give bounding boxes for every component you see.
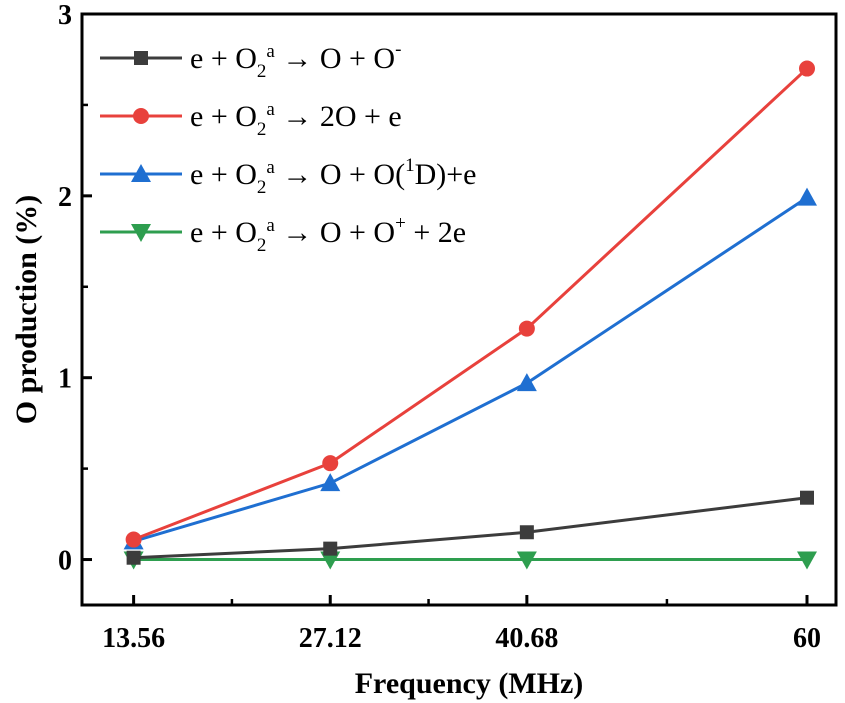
data-point — [125, 531, 142, 548]
x-tick-label: 13.56 — [102, 623, 165, 654]
legend-label: e + O2a → O + O(1D)+e — [190, 155, 476, 198]
y-tick-label: 2 — [58, 182, 72, 213]
y-tick-label: 1 — [58, 364, 72, 395]
y-axis-title: O production (%) — [10, 195, 43, 424]
data-point — [516, 373, 537, 392]
legend-marker — [131, 224, 151, 242]
data-point — [799, 60, 815, 77]
axes: 0 1 2 3 13.56 27.12 40.68 60 — [58, 0, 821, 654]
y-tick-label: 3 — [58, 0, 72, 31]
legend-entry: e + O2a → O + O+ + 2e — [100, 213, 466, 256]
series-line — [133, 496, 808, 560]
legend-marker — [133, 108, 149, 124]
series-line — [133, 196, 808, 543]
legend: e + O2a → O + O-e + O2a → 2O + e e + O2a … — [100, 39, 476, 256]
data-point — [320, 473, 341, 492]
data-point — [322, 455, 339, 472]
x-tick-label: 27.12 — [299, 623, 362, 654]
series-1 — [126, 490, 814, 565]
legend-entry: e + O2a → O + O(1D)+e — [100, 155, 476, 198]
series-3 — [123, 187, 817, 550]
data-point — [519, 525, 534, 540]
legend-entry: e + O2a → O + O- — [100, 39, 401, 82]
legend-label: e + O2a → O + O+ + 2e — [190, 213, 466, 256]
legend-entry: e + O2a → 2O + e — [100, 99, 402, 140]
x-axis-title: Frequency (MHz) — [355, 667, 584, 700]
legend-marker — [131, 164, 151, 182]
data-point — [797, 551, 817, 570]
series-layer — [123, 60, 817, 570]
x-tick-label: 40.68 — [495, 623, 558, 654]
y-tick-label: 0 — [58, 546, 72, 577]
data-point — [126, 550, 141, 565]
plot-border — [80, 12, 838, 607]
plot-frame — [80, 12, 838, 607]
data-point — [516, 551, 537, 570]
data-point — [320, 551, 341, 570]
x-tick-label: 60 — [793, 623, 821, 654]
legend-label: e + O2a → 2O + e — [190, 99, 402, 140]
data-point — [797, 187, 817, 206]
series-line — [133, 67, 809, 541]
legend-marker — [134, 51, 148, 65]
series-2 — [125, 60, 815, 548]
legend-label: e + O2a → O + O- — [190, 39, 401, 82]
data-point — [800, 490, 814, 505]
data-point — [323, 541, 338, 556]
data-point — [518, 320, 535, 337]
